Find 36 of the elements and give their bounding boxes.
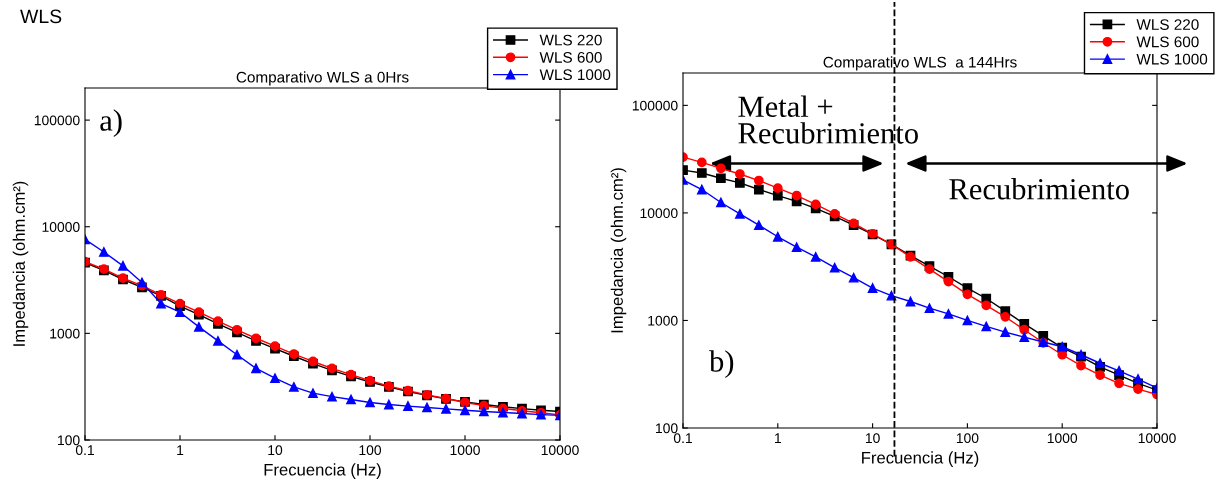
annotation: a) (100, 109, 122, 138)
x-tick-label: 100 (956, 433, 979, 444)
chart-title: Comparativo WLS a 0Hrs (236, 71, 409, 86)
annotation: Metal + Recubrimiento (738, 95, 918, 144)
legend-label: WLS 220 (539, 34, 602, 46)
x-axis-title: Frecuencia (Hz) (264, 463, 381, 479)
legend-label: WLS 1000 (1136, 53, 1208, 65)
x-axis-title: Frecuencia (Hz) (862, 451, 979, 467)
y-tick-label: 1000 (648, 315, 678, 326)
annotation: Recubrimiento (949, 178, 1129, 200)
x-tick-label: 10000 (541, 445, 579, 456)
x-tick-label: 10000 (1138, 433, 1176, 444)
y-axis-title: Impedancia (ohm.cm²) (12, 181, 29, 346)
y-tick-label: 10000 (42, 222, 80, 232)
x-tick-label: 10 (268, 445, 283, 456)
text: WLS (20, 9, 62, 24)
x-tick-label: 0.1 (75, 445, 94, 456)
y-tick-label: 1000 (50, 328, 80, 339)
y-tick-label: 100000 (632, 100, 678, 111)
x-tick-label: 1 (775, 433, 781, 443)
annotation: b) (709, 350, 734, 378)
y-tick-label: 100000 (34, 115, 80, 126)
x-tick-label: 100 (359, 445, 382, 456)
chart-title: Comparativo WLS a 144Hrs (823, 56, 1017, 71)
legend-label: WLS 600 (1136, 36, 1199, 48)
x-tick-label: 1 (177, 445, 184, 455)
x-tick-label: 10 (865, 433, 880, 444)
legend-label: WLS 600 (539, 51, 602, 63)
x-tick-label: 0.1 (673, 433, 692, 444)
y-tick-label: 100 (656, 423, 678, 434)
x-tick-label: 1000 (1047, 433, 1078, 444)
legend-label: WLS 1000 (539, 69, 611, 81)
x-tick-label: 1000 (450, 445, 480, 456)
y-tick-label: 10000 (640, 208, 678, 219)
y-axis-title: Impedancia (ohm.cm²) (610, 168, 627, 333)
legend-label: WLS 220 (1136, 19, 1199, 30)
